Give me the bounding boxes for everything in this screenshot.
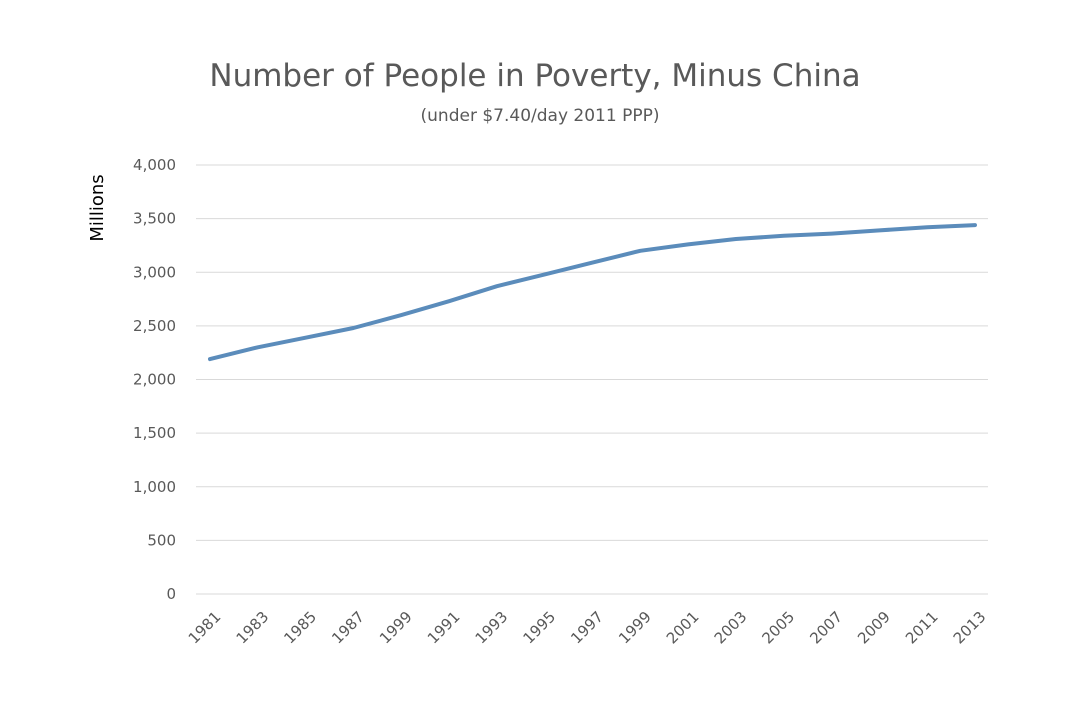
x-tick-label: 2007: [806, 608, 846, 648]
y-tick-label: 2,000: [133, 371, 176, 389]
y-tick-label: 4,000: [133, 156, 176, 174]
y-tick-label: 0: [166, 585, 176, 603]
x-tick-label: 2013: [950, 608, 990, 648]
x-tick-label: 2005: [759, 608, 799, 648]
y-tick-label: 3,000: [133, 263, 176, 281]
y-tick-label: 2,500: [133, 317, 176, 335]
x-tick-label: 1999: [376, 608, 416, 648]
series-line: [208, 223, 977, 362]
x-tick-label: 2009: [854, 608, 894, 648]
x-axis-ticks: 1981 1983 1985 1987 1999 1991 1993 1995 1997 1999…: [185, 608, 990, 648]
x-tick-label: 1995: [519, 608, 559, 648]
x-tick-label: 1993: [472, 608, 512, 648]
x-tick-label: 1997: [567, 608, 607, 648]
y-axis-title: Millions: [87, 174, 108, 241]
chart-subtitle: (under $7.40/day 2011 PPP): [420, 106, 660, 126]
x-tick-label: 1999: [615, 608, 655, 648]
x-tick-label: 1987: [328, 608, 368, 648]
y-tick-label: 1,000: [133, 478, 176, 496]
chart-title: Number of People in Poverty, Minus China: [209, 58, 861, 94]
y-axis-ticks: 0 500 1,000 1,500 2,000 2,500 3,000 3,500 4,000: [133, 156, 176, 603]
x-tick-label: 1981: [185, 608, 225, 648]
y-tick-label: 3,500: [133, 210, 176, 228]
y-tick-label: 1,500: [133, 424, 176, 442]
gridlines: [196, 164, 988, 595]
x-tick-label: 1983: [233, 608, 273, 648]
y-tick-label: 500: [147, 531, 176, 549]
x-tick-label: 2003: [711, 608, 751, 648]
series-group: [208, 223, 977, 362]
x-tick-label: 2011: [902, 608, 942, 648]
x-tick-label: 1991: [424, 608, 464, 648]
x-tick-label: 2001: [663, 608, 703, 648]
x-tick-label: 1985: [280, 608, 320, 648]
